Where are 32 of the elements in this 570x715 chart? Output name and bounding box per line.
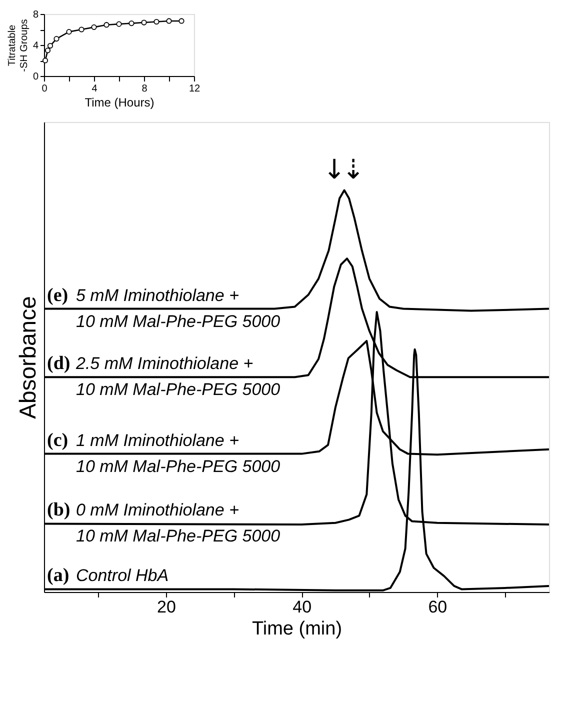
y-tick-label: 8 (32, 10, 39, 20)
point (44, 48, 51, 54)
series-label: (d) 2.5 mM Iminothiolane + 10 mM Mal-Phe-PEG 5000 (47, 353, 281, 400)
x-tick-label: 0 (42, 84, 48, 94)
point (78, 26, 84, 32)
point (154, 18, 160, 25)
point (166, 18, 172, 24)
x-tick-label: 40 (292, 598, 312, 616)
series-label: (c) 1 mM Iminothiolane + 10 mM Mal-Phe-PEG 5000 (47, 430, 281, 476)
y-axis-title: Absorbance (14, 296, 40, 419)
x-tick-label: 60 (428, 598, 448, 616)
point (116, 21, 122, 27)
x-axis-title: Time (Hours) (84, 96, 154, 110)
point (128, 20, 134, 26)
x-axis-title: Time (min) (252, 618, 342, 640)
x-tick-label: 8 (142, 84, 148, 94)
y-tick-label: 0 (32, 72, 39, 82)
x-tick-label: 4 (92, 84, 98, 94)
x-tick-label: 20 (157, 598, 176, 616)
point (91, 24, 97, 30)
series-label: (e) 5 mM Iminothiolane + 10 mM Mal-Phe-PEG 5000 (47, 284, 281, 331)
point (47, 42, 54, 49)
series-label: (a) Control HbA (47, 565, 169, 586)
y-axis-title: Titratable -SH Groups (6, 19, 30, 72)
point (104, 22, 110, 28)
y-tick-label: 4 (32, 40, 39, 52)
point (178, 18, 184, 24)
x-tick-label: 12 (188, 84, 200, 94)
point (66, 29, 72, 35)
series-label: (b) 0 mM Iminothiolane + 10 mM Mal-Phe-PEG 5000 (47, 500, 281, 546)
point (141, 20, 147, 26)
point (54, 36, 60, 42)
